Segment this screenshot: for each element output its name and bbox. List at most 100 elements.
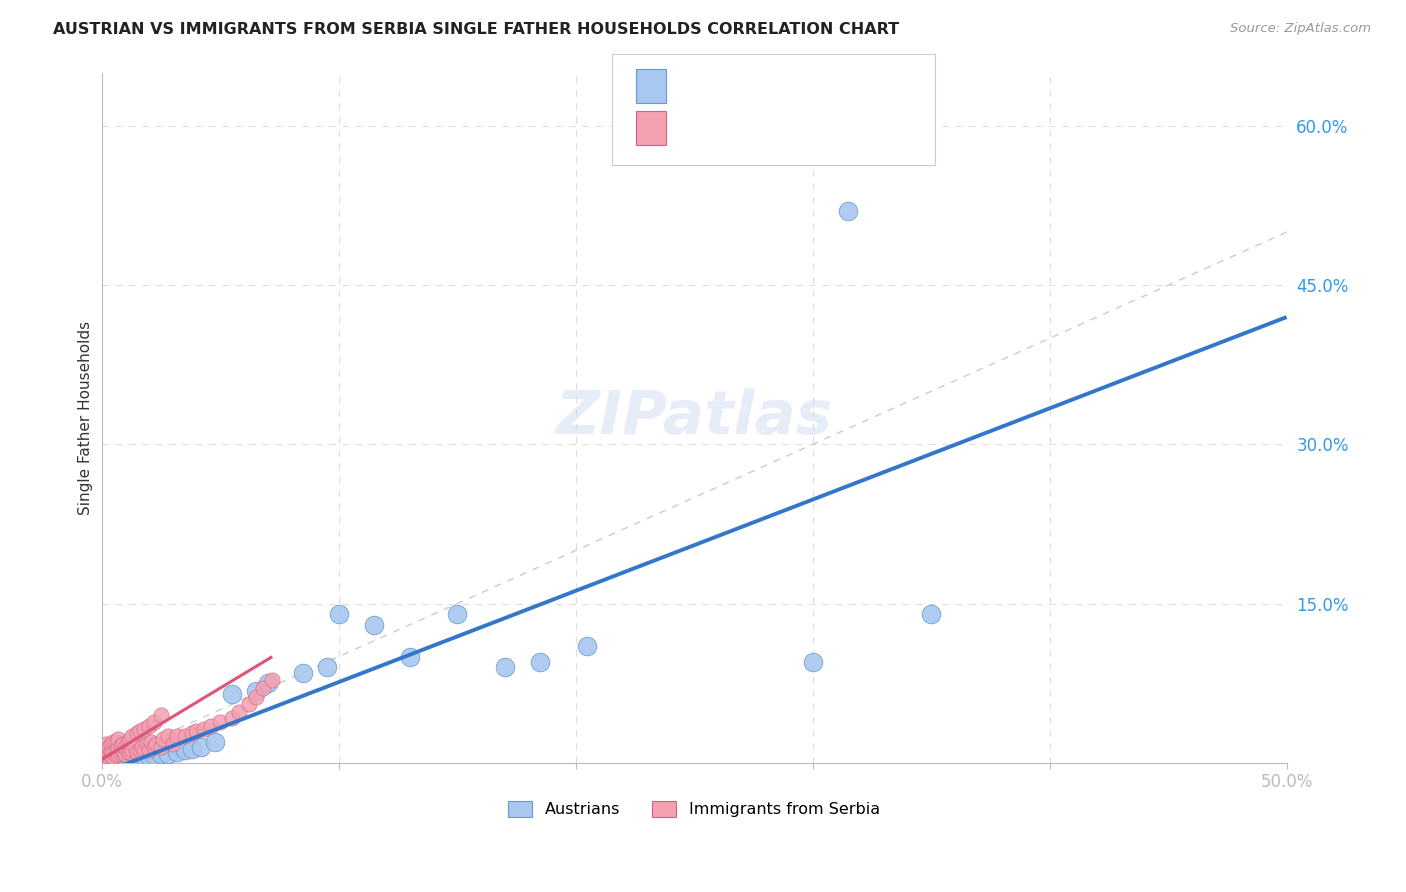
Legend: Austrians, Immigrants from Serbia: Austrians, Immigrants from Serbia [502, 795, 886, 824]
Text: R =: R = [675, 119, 711, 136]
Point [96, 754, 118, 768]
Point [103, 745, 125, 759]
Point [142, 715, 165, 730]
Point [118, 750, 141, 764]
Point [529, 655, 551, 669]
Point [156, 747, 179, 762]
Point [97, 739, 120, 754]
Point [398, 649, 420, 664]
Point [142, 739, 165, 754]
Point [100, 744, 122, 758]
Point [149, 747, 172, 762]
Point [138, 749, 160, 764]
Point [494, 660, 516, 674]
Text: AUSTRIAN VS IMMIGRANTS FROM SERBIA SINGLE FATHER HOUSEHOLDS CORRELATION CHART: AUSTRIAN VS IMMIGRANTS FROM SERBIA SINGL… [53, 22, 900, 37]
Point [166, 729, 188, 743]
Point [173, 729, 195, 743]
Text: 0.508: 0.508 [714, 119, 766, 136]
Point [114, 747, 136, 762]
Text: N =: N = [766, 119, 814, 136]
Text: 31: 31 [825, 77, 848, 95]
Point [104, 734, 127, 748]
Point [96, 748, 118, 763]
Point [262, 673, 284, 687]
Point [118, 745, 141, 759]
Text: ZIPatlas: ZIPatlas [555, 388, 832, 448]
Point [186, 723, 208, 738]
Point [190, 739, 212, 754]
Point [127, 726, 149, 740]
Point [138, 743, 160, 757]
Point [142, 748, 165, 763]
Point [180, 742, 202, 756]
Point [107, 732, 129, 747]
Point [315, 660, 337, 674]
Point [117, 734, 139, 748]
Point [152, 732, 174, 747]
Point [138, 718, 160, 732]
Point [446, 607, 468, 622]
Point [121, 729, 143, 743]
Point [256, 676, 278, 690]
Point [166, 745, 188, 759]
Point [100, 737, 122, 751]
Point [107, 739, 129, 754]
Point [103, 753, 125, 767]
Point [209, 715, 232, 730]
Point [128, 723, 150, 738]
Y-axis label: Single Father Households: Single Father Households [79, 321, 93, 515]
Point [100, 749, 122, 764]
Point [245, 683, 267, 698]
Point [127, 750, 149, 764]
Point [193, 722, 215, 736]
Point [121, 743, 143, 757]
Point [124, 739, 146, 754]
Point [801, 655, 824, 669]
Point [131, 739, 153, 754]
Point [576, 639, 599, 653]
Point [97, 750, 120, 764]
Point [141, 734, 163, 748]
Point [228, 705, 250, 719]
Point [221, 711, 243, 725]
Text: 67: 67 [825, 119, 848, 136]
Point [200, 718, 222, 732]
Point [97, 745, 120, 759]
Point [107, 747, 129, 762]
Point [134, 743, 156, 757]
Point [110, 746, 132, 760]
Point [111, 745, 134, 759]
Text: Source: ZipAtlas.com: Source: ZipAtlas.com [1230, 22, 1371, 36]
Point [180, 726, 202, 740]
Point [149, 708, 172, 723]
Point [245, 690, 267, 704]
Text: R =: R = [675, 77, 711, 95]
Point [96, 743, 118, 757]
Point [96, 751, 118, 765]
Point [110, 739, 132, 753]
Point [837, 203, 859, 218]
Point [363, 617, 385, 632]
Point [149, 739, 172, 754]
Point [145, 737, 167, 751]
Point [110, 753, 132, 767]
Point [103, 750, 125, 764]
Point [134, 749, 156, 764]
Point [135, 737, 157, 751]
Point [93, 753, 115, 767]
Point [111, 737, 134, 751]
Point [252, 681, 274, 696]
Text: 0.619: 0.619 [714, 77, 766, 95]
Point [103, 734, 125, 748]
Point [128, 743, 150, 757]
Point [173, 743, 195, 757]
Point [127, 745, 149, 759]
Point [156, 729, 179, 743]
Point [114, 739, 136, 754]
Point [117, 745, 139, 759]
Point [920, 607, 942, 622]
Point [104, 743, 127, 757]
Point [104, 748, 127, 763]
Point [204, 734, 226, 748]
Point [93, 749, 115, 764]
